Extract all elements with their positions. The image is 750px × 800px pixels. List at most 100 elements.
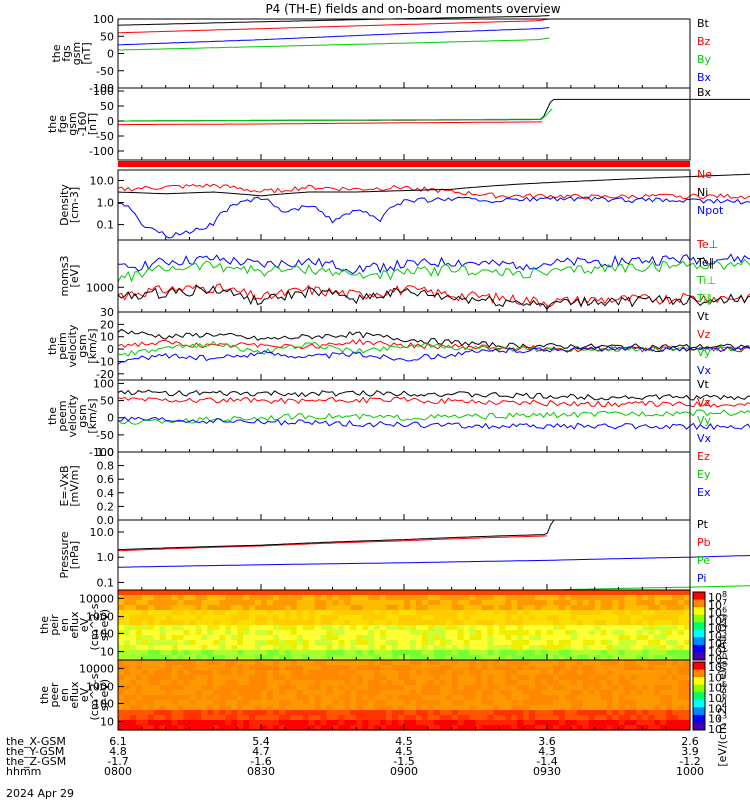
heatmap-cell	[147, 660, 155, 666]
heatmap-cell	[481, 660, 489, 666]
heatmap-cell	[594, 660, 602, 666]
heatmap-cell	[511, 680, 518, 686]
heatmap-cell	[213, 665, 220, 671]
heatmap-cell	[439, 660, 447, 666]
heatmap-cell	[320, 680, 328, 686]
heatmap-cell	[153, 640, 161, 646]
heatmap-cell	[338, 615, 346, 621]
heatmap-cell	[618, 695, 626, 701]
heatmap-cell	[147, 600, 155, 606]
legend-Bx: Bx	[697, 86, 712, 99]
heatmap-cell	[541, 695, 548, 701]
heatmap-cell	[636, 690, 643, 696]
heatmap-cell	[564, 700, 572, 706]
heatmap-cell	[457, 675, 465, 681]
heatmap-cell	[308, 665, 316, 671]
heatmap-cell	[374, 685, 381, 691]
heatmap-cell	[612, 675, 620, 681]
heatmap-cell	[338, 620, 346, 626]
heatmap-cell	[487, 710, 494, 716]
heatmap-cell	[272, 720, 280, 726]
heatmap-cell	[183, 660, 191, 666]
heatmap-cell	[255, 620, 262, 626]
y-axis-label: [cm-3]	[68, 187, 81, 223]
heatmap-cell	[147, 670, 155, 676]
heatmap-cell	[564, 640, 572, 646]
heatmap-cell	[392, 700, 399, 706]
colorbar-swatch	[693, 629, 705, 638]
heatmap-cell	[195, 610, 203, 616]
heatmap-cell	[124, 705, 131, 711]
heatmap-cell	[558, 705, 566, 711]
heatmap-cell	[332, 670, 340, 676]
y-tick-label: 0	[107, 115, 114, 128]
heatmap-cell	[165, 600, 173, 606]
heatmap-cell	[398, 655, 405, 661]
heatmap-cell	[505, 655, 512, 661]
heatmap-cell	[153, 615, 161, 621]
heatmap-cell	[237, 640, 244, 646]
heatmap-cell	[225, 665, 232, 671]
heatmap-cell	[427, 710, 435, 716]
heatmap-cell	[582, 615, 590, 621]
x-column-value: 4.5	[395, 735, 413, 748]
heatmap-cell	[124, 700, 131, 706]
y-tick-label: -10	[96, 356, 114, 369]
heatmap-cell	[487, 605, 494, 611]
colorbar-tick-label: 103	[708, 712, 727, 726]
heatmap-cell	[171, 620, 179, 626]
y-axis-label: en	[58, 618, 71, 632]
heatmap-cell	[290, 655, 298, 661]
heatmap-cell	[529, 670, 536, 676]
heatmap-cell	[183, 600, 191, 606]
heatmap-cell	[219, 590, 226, 596]
heatmap-cell	[261, 705, 268, 711]
heatmap-cell	[207, 675, 214, 681]
heatmap-cell	[523, 650, 530, 656]
heatmap-cell	[296, 655, 304, 661]
heatmap-cell	[648, 715, 655, 721]
heatmap-cell	[529, 625, 536, 631]
heatmap-cell	[135, 720, 143, 726]
heatmap-cell	[124, 640, 131, 646]
heatmap-cell	[433, 595, 441, 601]
heatmap-cell	[612, 700, 620, 706]
heatmap-cell	[618, 600, 626, 606]
heatmap-cell	[576, 660, 584, 666]
heatmap-cell	[493, 660, 500, 666]
heatmap-cell	[594, 650, 602, 656]
heatmap-cell	[684, 615, 691, 621]
heatmap-cell	[225, 695, 232, 701]
heatmap-cell	[439, 670, 447, 676]
heatmap-cell	[380, 725, 387, 731]
heatmap-cell	[374, 635, 381, 641]
heatmap-cell	[493, 610, 500, 616]
heatmap-cell	[427, 645, 435, 651]
heatmap-cell	[171, 680, 179, 686]
heatmap-cell	[469, 605, 477, 611]
heatmap-cell	[201, 630, 208, 636]
heatmap-cell	[290, 695, 298, 701]
heatmap-cell	[642, 710, 649, 716]
heatmap-cell	[219, 680, 226, 686]
heatmap-cell	[463, 635, 471, 641]
heatmap-cell	[267, 610, 274, 616]
heatmap-cell	[207, 670, 214, 676]
heatmap-cell	[529, 715, 536, 721]
heatmap-cell	[427, 715, 435, 721]
heatmap-cell	[547, 620, 554, 626]
heatmap-cell	[302, 605, 310, 611]
heatmap-cell	[600, 715, 608, 721]
heatmap-cell	[517, 685, 524, 691]
heatmap-cell	[231, 675, 238, 681]
heatmap-cell	[684, 610, 691, 616]
heatmap-cell	[171, 605, 179, 611]
heatmap-cell	[439, 590, 447, 596]
heatmap-cell	[648, 630, 655, 636]
heatmap-cell	[225, 595, 232, 601]
heatmap-cell	[302, 595, 310, 601]
heatmap-cell	[666, 700, 673, 706]
heatmap-cell	[171, 650, 179, 656]
heatmap-cell	[624, 710, 632, 716]
heatmap-cell	[267, 720, 274, 726]
